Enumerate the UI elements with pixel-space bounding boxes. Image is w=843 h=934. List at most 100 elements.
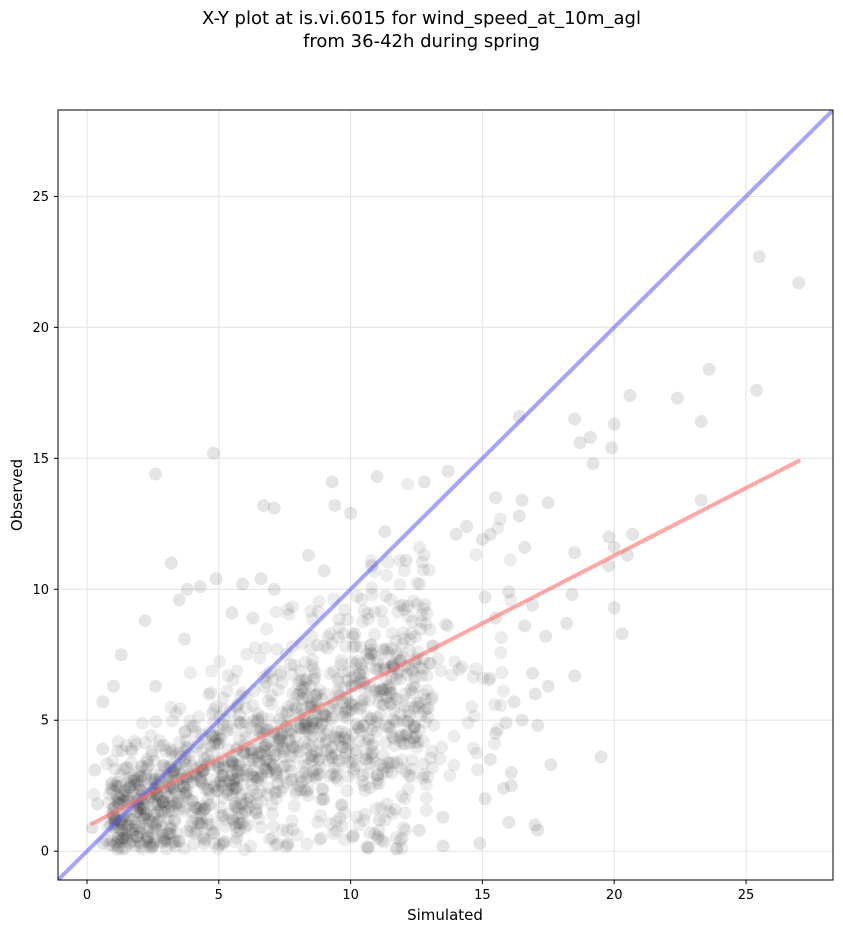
data-point — [188, 800, 202, 814]
data-point — [115, 823, 129, 837]
data-point — [291, 677, 305, 691]
data-point — [499, 716, 513, 730]
data-point — [236, 816, 250, 830]
data-point — [327, 665, 341, 679]
data-point — [156, 794, 170, 808]
data-point — [165, 837, 179, 851]
data-point — [336, 627, 350, 641]
data-point — [165, 744, 179, 758]
data-point — [168, 834, 182, 848]
data-point — [246, 611, 260, 625]
data-point — [122, 771, 136, 785]
data-point — [297, 686, 311, 700]
data-point — [267, 501, 281, 515]
data-point — [136, 801, 150, 815]
data-point — [218, 774, 232, 788]
data-point — [311, 605, 325, 619]
data-point — [229, 781, 243, 795]
data-point — [116, 830, 130, 844]
data-point — [399, 553, 413, 567]
data-point — [269, 763, 283, 777]
data-point — [153, 803, 167, 817]
data-point — [309, 688, 323, 702]
data-point — [168, 813, 182, 827]
data-point — [103, 838, 117, 852]
data-point — [409, 729, 423, 743]
data-point — [235, 797, 249, 811]
data-point — [315, 718, 329, 732]
data-point — [211, 732, 225, 746]
data-point — [273, 732, 287, 746]
data-point — [189, 801, 203, 815]
data-point — [299, 674, 313, 688]
data-point — [104, 782, 118, 796]
data-point — [405, 753, 419, 767]
data-point — [176, 779, 190, 793]
data-point — [264, 743, 278, 757]
data-point — [285, 668, 299, 682]
data-point — [238, 821, 252, 835]
data-point — [374, 758, 388, 772]
data-point — [118, 810, 132, 824]
data-point — [126, 834, 140, 848]
data-point — [335, 740, 349, 754]
data-point — [284, 749, 298, 763]
data-point — [143, 838, 157, 852]
data-point — [108, 762, 122, 776]
data-point — [341, 673, 355, 687]
data-point — [239, 715, 253, 729]
data-point — [478, 792, 492, 806]
data-point — [207, 780, 221, 794]
data-point — [269, 785, 283, 799]
data-point — [230, 801, 244, 815]
data-point — [328, 760, 342, 774]
data-point — [341, 754, 355, 768]
data-point — [284, 723, 298, 737]
data-point — [232, 733, 246, 747]
data-point — [271, 683, 285, 697]
y-tick-label: 25 — [32, 190, 49, 205]
data-point — [482, 673, 496, 687]
data-point — [359, 753, 373, 767]
data-point — [248, 742, 262, 756]
data-point — [207, 715, 221, 729]
data-point — [146, 827, 160, 841]
data-point — [214, 769, 228, 783]
identity-line — [58, 110, 833, 880]
data-point — [421, 701, 435, 715]
data-point — [331, 761, 345, 775]
data-point — [124, 756, 138, 770]
data-point — [383, 678, 397, 692]
data-point — [212, 722, 226, 736]
data-point — [114, 832, 128, 846]
data-point — [258, 741, 272, 755]
data-point — [560, 616, 574, 630]
data-point — [203, 772, 217, 786]
data-point — [133, 802, 147, 816]
data-point — [261, 694, 275, 708]
data-point — [339, 742, 353, 756]
data-point — [433, 752, 447, 766]
data-point — [190, 824, 204, 838]
data-point — [119, 761, 133, 775]
data-point — [416, 601, 430, 615]
data-point — [414, 614, 428, 628]
data-point — [118, 784, 132, 798]
data-point — [544, 758, 558, 772]
data-point — [128, 819, 142, 833]
data-point — [313, 721, 327, 735]
data-point — [201, 782, 215, 796]
data-point — [414, 708, 428, 722]
data-point — [594, 750, 608, 764]
data-point — [178, 758, 192, 772]
data-point — [162, 796, 176, 810]
data-point — [401, 477, 415, 491]
data-point — [238, 843, 252, 857]
data-point — [376, 748, 390, 762]
data-point — [375, 604, 389, 618]
data-point — [190, 802, 204, 816]
data-point — [292, 744, 306, 758]
data-point — [260, 765, 274, 779]
data-point — [443, 768, 457, 782]
data-point — [103, 787, 117, 801]
